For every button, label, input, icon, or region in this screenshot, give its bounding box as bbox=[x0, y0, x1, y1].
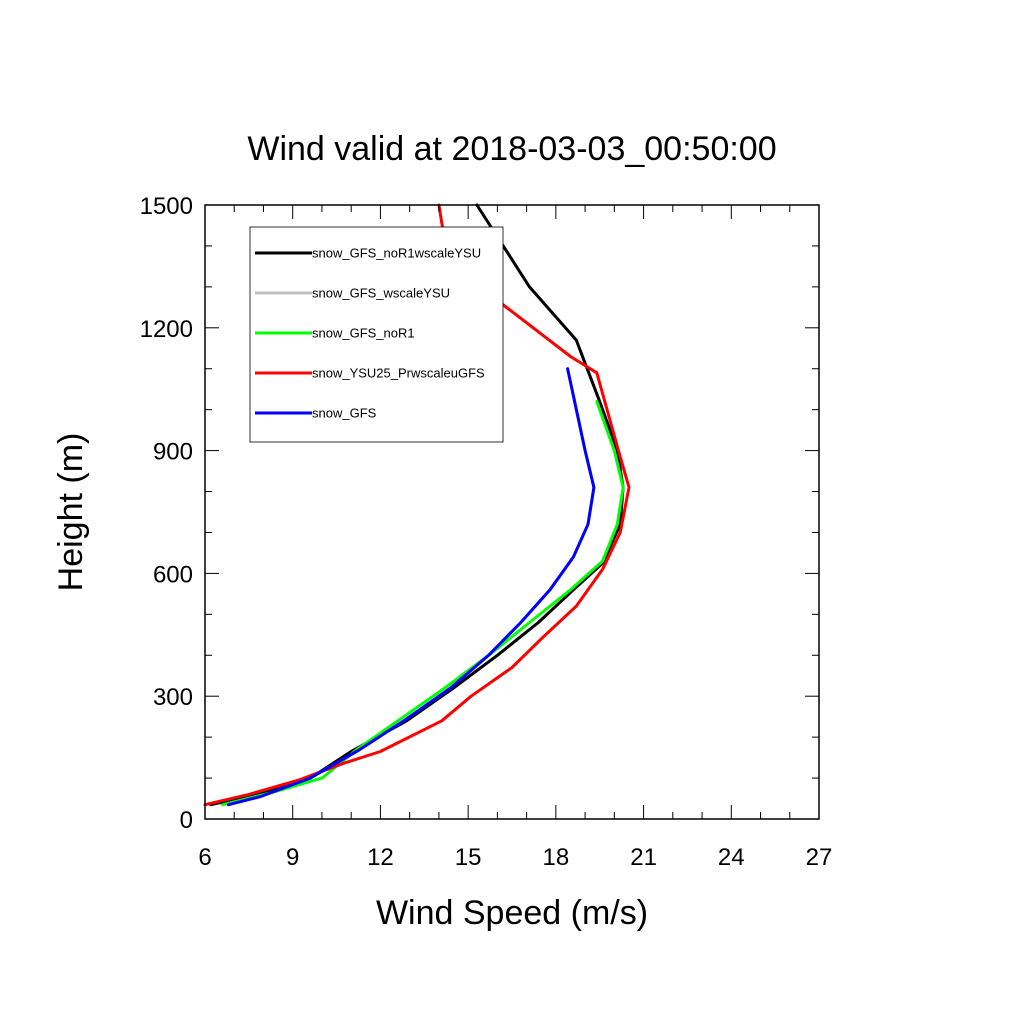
series-line-1 bbox=[209, 203, 625, 807]
y-axis-label: Height (m) bbox=[52, 433, 90, 592]
x-tick-label: 15 bbox=[455, 844, 482, 871]
chart-title: Wind valid at 2018-03-03_00:50:00 bbox=[247, 130, 776, 168]
legend-label-5: snow_GFS bbox=[312, 406, 377, 421]
x-tick-label: 21 bbox=[630, 844, 657, 871]
y-tick-label: 0 bbox=[180, 807, 193, 834]
x-tick-label: 24 bbox=[718, 844, 745, 871]
y-tick-label: 600 bbox=[153, 561, 193, 588]
x-tick-label: 9 bbox=[286, 844, 299, 871]
x-tick-label: 27 bbox=[806, 844, 833, 871]
legend-label-2: snow_GFS_wscaleYSU bbox=[312, 286, 450, 301]
y-tick-label: 300 bbox=[153, 684, 193, 711]
series-line-5 bbox=[226, 367, 596, 807]
legend-label-4: snow_YSU25_PrwscaleuGFS bbox=[312, 366, 485, 381]
y-tick-label: 900 bbox=[153, 439, 193, 466]
series-line-4 bbox=[203, 203, 631, 807]
y-tick-label: 1200 bbox=[140, 316, 193, 343]
series-line-3 bbox=[221, 400, 625, 807]
plot-frame bbox=[204, 204, 820, 820]
legend-label-3: snow_GFS_noR1 bbox=[312, 326, 415, 341]
x-axis-label: Wind Speed (m/s) bbox=[376, 894, 648, 932]
series-layer bbox=[203, 203, 631, 807]
tick-layer: 6 9 12 15 18 21 24 27 0 300 600 900 1200 1500 bbox=[140, 193, 833, 871]
x-tick-label: 12 bbox=[367, 844, 394, 871]
x-tick-label: 18 bbox=[543, 844, 570, 871]
chart-legend: snow_GFS_noR1wscaleYSU snow_GFS_wscaleYSU… bbox=[249, 226, 504, 443]
x-tick-label: 6 bbox=[198, 844, 211, 871]
legend-label-1: snow_GFS_noR1wscaleYSU bbox=[312, 246, 481, 261]
y-tick-label: 1500 bbox=[140, 193, 193, 220]
